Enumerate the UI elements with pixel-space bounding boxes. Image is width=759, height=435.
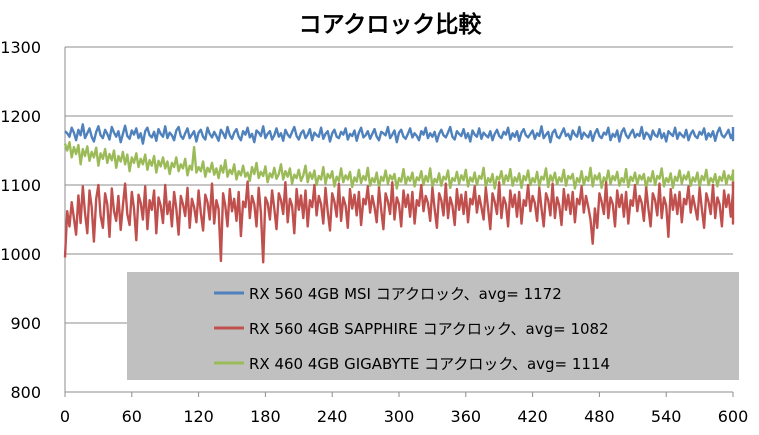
x-tick-label: 60: [122, 407, 142, 426]
x-tick-label: 480: [584, 407, 615, 426]
x-axis-tick-labels: 0 60 120 180 240 300 360 420 480 540 600: [60, 407, 748, 426]
legend-label-3: RX 460 4GB GIGABYTE コアクロック、avg= 1114: [249, 355, 610, 373]
axes: [64, 47, 734, 397]
y-tick-label: 1000: [0, 245, 41, 264]
x-tick-label: 180: [250, 407, 281, 426]
x-tick-label: 420: [517, 407, 548, 426]
grid-lines: [65, 46, 733, 324]
y-tick-label: 1200: [0, 107, 41, 126]
x-tick-label: 360: [451, 407, 482, 426]
x-tick-label: 540: [651, 407, 682, 426]
x-tick-label: 240: [317, 407, 348, 426]
chart-title: コアクロック比較: [299, 11, 483, 38]
legend: RX 560 4GB MSI コアクロック、avg= 1172 RX 560 4G…: [127, 272, 739, 380]
series-line-3: [63, 140, 735, 190]
x-tick-label: 300: [384, 407, 415, 426]
y-tick-label: 1300: [0, 38, 41, 57]
x-tick-label: 0: [60, 407, 70, 426]
y-tick-label: 800: [10, 383, 41, 402]
series-line-2: [63, 180, 735, 264]
x-tick-label: 600: [718, 407, 749, 426]
y-tick-label: 1100: [0, 176, 41, 195]
y-tick-label: 900: [10, 314, 41, 333]
legend-label-1: RX 560 4GB MSI コアクロック、avg= 1172: [249, 285, 562, 303]
series-lines: [63, 123, 735, 264]
legend-label-2: RX 560 4GB SAPPHIRE コアクロック、avg= 1082: [249, 320, 609, 338]
x-tick-label: 120: [183, 407, 214, 426]
y-axis-tick-labels: 1300 1200 1100 1000 900 800: [0, 38, 41, 402]
series-line-1: [64, 123, 735, 145]
